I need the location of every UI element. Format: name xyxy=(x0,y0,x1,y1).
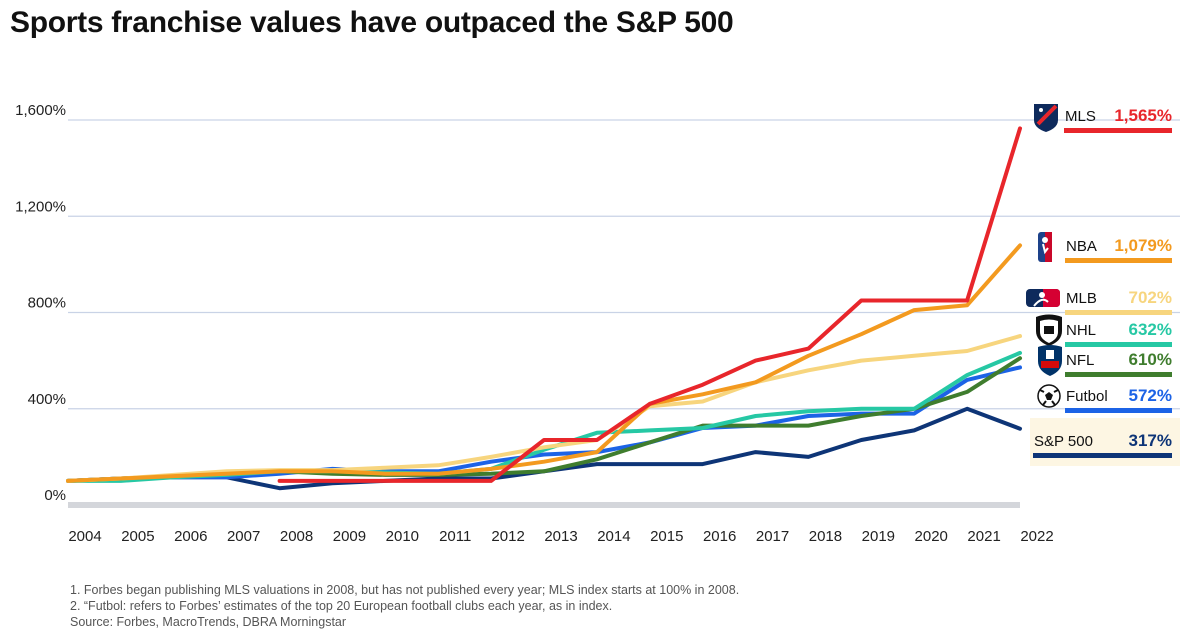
x-tick-label: 2004 xyxy=(68,528,101,545)
legend-final-value: 702% xyxy=(1129,288,1172,307)
legend-final-value: 317% xyxy=(1129,431,1172,450)
x-tick-label: 2017 xyxy=(756,528,789,545)
x-tick-label: 2015 xyxy=(650,528,683,545)
legend-item-sp-500: S&P 500 317% xyxy=(1033,431,1172,458)
legend-swatch xyxy=(1065,310,1172,315)
x-tick-label: 2010 xyxy=(386,528,419,545)
mls-crest-icon xyxy=(1034,104,1058,132)
legend-item-nfl: NFL 610% xyxy=(1038,345,1172,377)
x-tick-label: 2007 xyxy=(227,528,260,545)
legend-swatch xyxy=(1064,128,1172,133)
legend-final-value: 610% xyxy=(1129,350,1172,369)
legend-swatch xyxy=(1065,408,1172,413)
legend-swatch xyxy=(1065,372,1172,377)
y-tick-label: 800% xyxy=(28,295,66,312)
x-axis-baseline xyxy=(68,502,1020,508)
legend-swatch xyxy=(1033,453,1172,458)
legend-label: NBA xyxy=(1066,238,1097,255)
legend-final-value: 1,565% xyxy=(1114,106,1172,125)
line-chart: 0%400%800%1,200%1,600% 2004 2005 2006 2007 2… xyxy=(15,102,1180,545)
legend-label: NHL xyxy=(1066,322,1096,339)
legend-item-mlb: MLB 702% xyxy=(1026,288,1172,315)
soccer-ball-icon xyxy=(1037,384,1061,408)
x-tick-label: 2013 xyxy=(544,528,577,545)
y-tick-label: 1,200% xyxy=(15,198,66,215)
series-line-mls xyxy=(277,126,1022,483)
x-tick-label: 2022 xyxy=(1020,528,1053,545)
legend-item-nba: NBA 1,079% xyxy=(1038,232,1172,263)
legend-label: NFL xyxy=(1066,352,1094,369)
x-tick-label: 2014 xyxy=(597,528,630,545)
x-tick-label: 2012 xyxy=(491,528,524,545)
nhl-shield-icon xyxy=(1036,314,1062,346)
x-tick-label: 2011 xyxy=(439,528,471,545)
series-line-futbol xyxy=(66,365,1022,483)
legend-label: S&P 500 xyxy=(1034,433,1093,450)
legend-label: MLS xyxy=(1065,108,1096,125)
footnote-2: 2. “Futbol: refers to Forbes’ estimates … xyxy=(70,599,613,613)
legend-label: MLB xyxy=(1066,290,1097,307)
source-note: Source: Forbes, MacroTrends, DBRA Mornin… xyxy=(70,615,347,629)
x-tick-label: 2018 xyxy=(809,528,842,545)
mlb-logo-icon xyxy=(1026,289,1060,307)
legend-item-mls: MLS 1,565% xyxy=(1034,104,1172,133)
nba-logo-icon xyxy=(1038,232,1052,262)
chart-title: Sports franchise values have outpaced th… xyxy=(10,6,734,39)
legend-final-value: 572% xyxy=(1129,386,1172,405)
y-tick-label: 400% xyxy=(28,391,66,408)
legend-swatch xyxy=(1065,258,1172,263)
legend-final-value: 632% xyxy=(1129,320,1172,339)
x-tick-label: 2009 xyxy=(333,528,366,545)
legend-label: Futbol xyxy=(1066,388,1108,405)
legend-swatch xyxy=(1065,342,1172,347)
y-tick-label: 1,600% xyxy=(15,102,66,119)
y-tick-label: 0% xyxy=(44,487,66,504)
x-tick-label: 2008 xyxy=(280,528,313,545)
x-tick-label: 2016 xyxy=(703,528,736,545)
x-tick-label: 2019 xyxy=(862,528,895,545)
nfl-shield-icon xyxy=(1038,345,1062,376)
x-tick-label: 2005 xyxy=(121,528,154,545)
series-line-nba xyxy=(66,243,1022,483)
x-tick-label: 2020 xyxy=(915,528,948,545)
legend-item-nhl: NHL 632% xyxy=(1036,314,1172,347)
y-axis-ticks: 0% 400% 800% 1,200% 1,600% xyxy=(15,102,66,504)
legend-final-value: 1,079% xyxy=(1114,236,1172,255)
x-axis-ticks: 2004 2005 2006 2007 2008 2009 2010 2011 2012 2013… xyxy=(68,528,1053,545)
series-lines xyxy=(66,126,1022,491)
legend: MLS 1,565% NBA 1,079% MLB 702% NHL 632% NFL 610% F… xyxy=(1026,104,1172,458)
footnote-1: 1. Forbes began publishing MLS valuation… xyxy=(70,583,740,597)
footnotes: 1. Forbes began publishing MLS valuation… xyxy=(70,582,739,630)
x-tick-label: 2021 xyxy=(967,528,1000,545)
legend-item-futbol: Futbol 572% xyxy=(1037,384,1172,413)
x-tick-label: 2006 xyxy=(174,528,207,545)
series-line-mlb xyxy=(66,334,1022,483)
